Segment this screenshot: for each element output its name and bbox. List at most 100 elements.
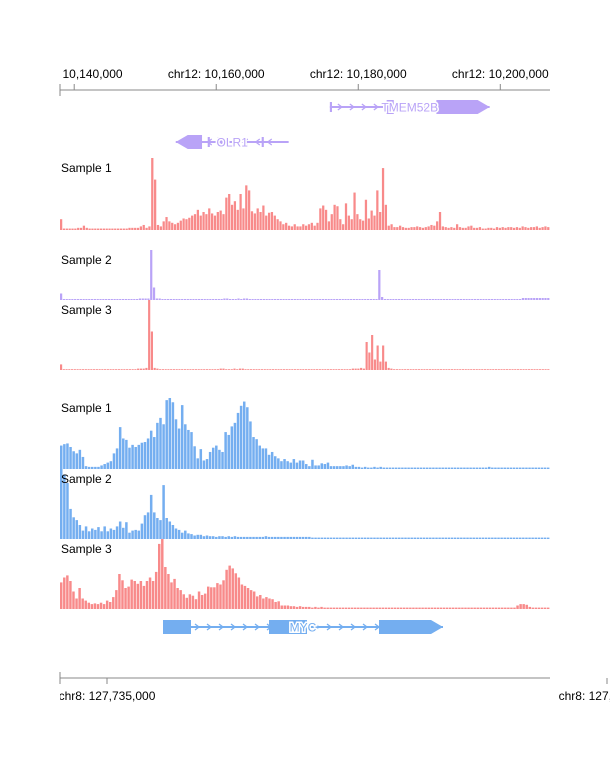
signal-bar [524, 227, 527, 230]
signal-bar [270, 212, 274, 230]
signal-bar [418, 227, 422, 230]
signal-bar [307, 224, 311, 230]
signal-bar [168, 521, 172, 539]
signal-bar [546, 607, 550, 609]
signal-bar [350, 219, 353, 230]
signal-bar [476, 607, 479, 609]
signal-bar [319, 208, 322, 230]
signal-bar [453, 227, 456, 230]
signal-bar [338, 369, 341, 370]
signal-bar [365, 342, 368, 370]
signal-bar [379, 466, 382, 469]
signal-bar [357, 368, 360, 370]
signal-bar [277, 536, 280, 539]
signal-bar [212, 299, 215, 300]
signal-bar [107, 299, 111, 300]
signal-bar [285, 369, 288, 370]
signal-bar [123, 369, 126, 370]
signal-bar [97, 228, 100, 230]
signal-bar [525, 467, 528, 469]
signal-bar [442, 369, 445, 370]
signal-bar [541, 369, 544, 370]
signal-bar [361, 299, 364, 300]
signal-bar [102, 228, 105, 230]
signal-bar [367, 218, 370, 230]
signal-bar [211, 447, 215, 469]
signal-bar [282, 299, 285, 300]
signal-bar [504, 607, 507, 609]
signal-bar [151, 581, 155, 609]
signal-bar [500, 537, 503, 539]
signal-bar [106, 462, 110, 469]
signal-bar [302, 224, 305, 230]
signal-bar [63, 444, 66, 469]
signal-bar [72, 517, 75, 539]
signal-bar [494, 607, 498, 609]
signal-bar [134, 529, 137, 539]
signal-bar [463, 537, 466, 539]
signal-bar [178, 369, 181, 370]
signal-bar [450, 467, 454, 469]
signal-bar [307, 299, 311, 300]
signal-bar [156, 368, 159, 370]
signal-bar [112, 369, 115, 370]
signal-bar [455, 224, 459, 230]
signal-bar [491, 537, 494, 539]
signal-bar [270, 451, 274, 469]
signal-bar [81, 456, 85, 469]
signal-bar [223, 298, 226, 300]
signal-bar [473, 607, 476, 609]
signal-bar [170, 369, 173, 370]
signal-bar [93, 299, 97, 300]
signal-bar [398, 467, 401, 469]
signal-bar [216, 583, 219, 609]
exon-block [269, 620, 307, 634]
signal-bar [69, 446, 72, 469]
signal-bar [255, 439, 258, 469]
signal-bar [120, 369, 123, 370]
signal-bar [187, 429, 190, 469]
signal-bar [458, 607, 461, 609]
signal-bar [226, 298, 229, 300]
signal-bar [259, 299, 263, 300]
signal-bar [416, 226, 419, 230]
signal-bar [84, 526, 88, 539]
signal-bar [396, 607, 400, 609]
signal-bar [376, 537, 379, 539]
signal-bar [519, 369, 522, 370]
strand-chevron [361, 103, 367, 111]
x-tick-label: chr8: 127,735,000 [59, 689, 156, 703]
signal-bar [228, 565, 231, 609]
signal-bar [358, 299, 361, 300]
signal-bar [140, 442, 144, 469]
signal-bar [441, 537, 444, 539]
signal-bar [262, 299, 265, 300]
signal-bar [362, 368, 365, 370]
signal-bar [122, 228, 125, 230]
signal-bar [248, 299, 251, 300]
signal-bar [410, 537, 413, 539]
signal-bar [252, 437, 255, 469]
signal-bar [368, 352, 371, 370]
signal-bar [95, 369, 98, 370]
signal-bar [180, 405, 184, 469]
signal-bar [194, 599, 198, 609]
signal-bar [494, 537, 497, 539]
signal-bar [339, 537, 342, 539]
signal-bar [179, 590, 182, 609]
signal-bar [373, 466, 376, 469]
exon-block [163, 620, 191, 634]
signal-bar [88, 228, 91, 230]
signal-bar [345, 465, 348, 469]
signal-bar [189, 299, 192, 300]
signal-bar [475, 537, 479, 539]
signal-bar [150, 250, 153, 300]
signal-bar [475, 467, 479, 469]
signal-bar [293, 224, 296, 230]
signal-bar [167, 299, 170, 300]
signal-bar [518, 467, 522, 469]
strand-chevron [242, 623, 249, 631]
signal-bar [308, 536, 311, 539]
signal-bar [310, 369, 313, 370]
signal-bar [504, 227, 507, 230]
